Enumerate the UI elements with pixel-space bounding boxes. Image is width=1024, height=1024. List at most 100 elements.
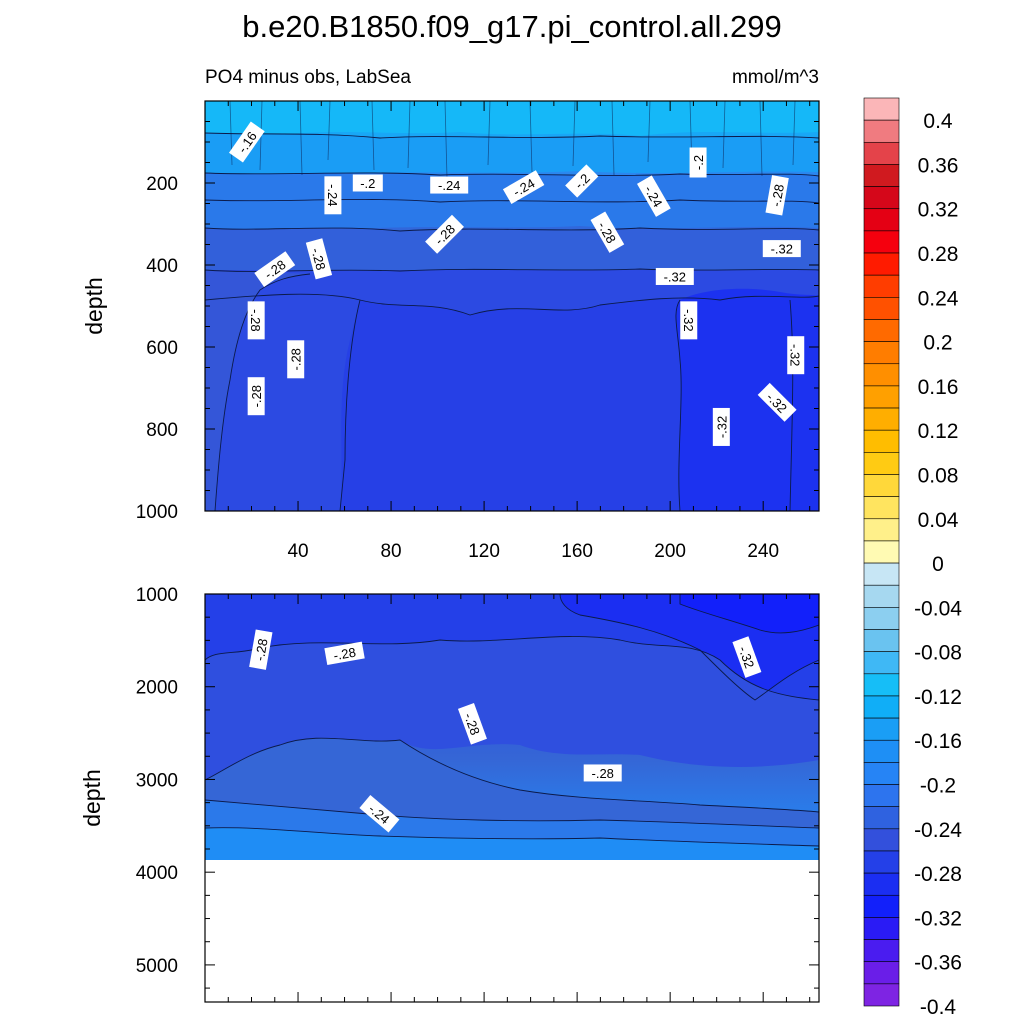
contour-label: -.32 [762, 240, 801, 258]
colorbar-tick-label: 0.24 [918, 287, 959, 310]
contour-label-text: -.2 [691, 155, 706, 170]
contour-label-text: -.32 [714, 416, 729, 438]
contour-label: -.32 [787, 336, 805, 375]
colorbar-box [863, 607, 900, 630]
colorbar-box [863, 208, 900, 232]
colorbar-box [863, 828, 900, 852]
contour-label: -.28 [457, 703, 487, 745]
colorbar-tick-label: -0.32 [914, 907, 962, 930]
colorbar-tick-label: -0.04 [914, 597, 962, 620]
colorbar-tick-label: 0.2 [923, 332, 952, 355]
colorbar-box [863, 629, 900, 652]
contour-label-text: -.32 [664, 269, 686, 284]
upper-y-axis-label: depth [81, 277, 107, 335]
colorbar-tick-label: 0.36 [918, 154, 959, 177]
lower-axis-ticks [205, 593, 819, 1002]
subtitle-units: mmol/m^3 [732, 67, 819, 88]
contour-label-box [680, 301, 698, 340]
contour-label-text: -.24 [438, 178, 460, 193]
colorbar-tick-label: -0.28 [914, 863, 962, 886]
colorbar-box [863, 717, 900, 741]
lower-contour-fill [205, 594, 819, 860]
colorbar-box [863, 119, 900, 143]
colorbar-box [863, 363, 900, 387]
colorbar-box [863, 186, 900, 210]
contour-label-box [249, 629, 273, 670]
contour-label: -.32 [732, 636, 762, 678]
colorbar-tick-label: 0.32 [918, 199, 959, 222]
upper-band-0.16 [205, 101, 819, 136]
contour-label-box [787, 336, 805, 375]
contour-label-box [762, 240, 801, 258]
contour-label-text: -.32 [736, 644, 758, 670]
colorbar-box [863, 584, 900, 608]
lower-y-tick-label: 3000 [136, 770, 178, 791]
contour-label: -.28 [324, 641, 365, 666]
colorbar-tick-label: 0.4 [923, 110, 953, 133]
lower-panel: -.28 -.28 -.32-.28-.28-.24 1000 2000 3000 … [79, 585, 820, 1003]
contour-label: -.28 [249, 629, 273, 670]
colorbar-tick-label: 0 [932, 553, 944, 576]
colorbar-tick-label: 0.08 [918, 464, 959, 487]
contour-label: -.2 [352, 174, 383, 192]
upper-band-0.34 [675, 288, 819, 511]
colorbar-tick-label: 0.04 [918, 509, 959, 532]
upper-contour-fill [205, 101, 819, 511]
colorbar-box [863, 894, 900, 918]
contour-label-box [502, 170, 545, 204]
contour-label-text: -.28 [768, 183, 787, 208]
contour-label-box [430, 176, 469, 194]
lower-y-tick-label: 4000 [136, 863, 178, 884]
upper-y-tick-label: 1000 [136, 502, 178, 523]
contour-label: -.2 [689, 147, 707, 178]
contour-label-text: -.28 [461, 711, 483, 737]
contour-label-text: -.28 [592, 766, 614, 781]
contour-label-box [352, 174, 383, 192]
contour-label: -.28 [305, 238, 333, 280]
colorbar-tick-label: 0.16 [918, 376, 959, 399]
colorbar-box [863, 739, 900, 763]
colorbar-box [863, 850, 900, 874]
colorbar-tick-labels: 0.4 0.36 0.32 0.28 0.24 0.2 0.16 0.12 0.… [914, 110, 962, 1019]
contour-label-box [757, 382, 797, 422]
lower-y-axis-label: depth [79, 769, 105, 827]
colorbar-box [863, 540, 900, 564]
upper-axis-ticks [205, 100, 819, 512]
contour-label-box [247, 301, 265, 340]
contour-label: -.28 [583, 764, 622, 782]
contour-label-box [359, 795, 400, 833]
upper-x-tick-label: 200 [654, 541, 686, 562]
contour-label-text: -.32 [771, 242, 793, 257]
colorbar-box [863, 297, 900, 320]
colorbar-tick-label: 0.28 [918, 243, 959, 266]
colorbar-box [863, 252, 900, 276]
upper-band-0.28 [205, 228, 819, 272]
colorbar-box [863, 496, 900, 520]
contour-label-box [287, 340, 305, 379]
contour-label-box [247, 377, 265, 416]
contour-label-box [583, 764, 622, 782]
upper-y-tick-label: 200 [146, 174, 178, 195]
colorbar-tick-label: -0.2 [920, 775, 956, 798]
contour-label-box [655, 267, 694, 285]
lower-no-data-region [205, 860, 819, 1002]
lower-y-tick-label: 2000 [136, 678, 178, 699]
lower-band-0.28 [205, 636, 819, 780]
colorbar-tick-label: -0.12 [914, 686, 962, 709]
colorbar-box [863, 673, 900, 697]
colorbar-box [863, 385, 900, 409]
contour-label-box [229, 121, 265, 163]
contour-label-text: -.28 [249, 385, 264, 407]
upper-x-tick-label: 160 [561, 541, 593, 562]
upper-x-tick-label: 80 [380, 541, 401, 562]
upper-surface-streaks [229, 101, 796, 179]
chart-title: b.e20.B1850.f09_g17.pi_control.all.299 [242, 9, 782, 44]
contour-label: -.32 [680, 301, 698, 340]
colorbar-tick-label: -0.4 [920, 996, 957, 1019]
colorbar-box [863, 141, 900, 165]
colorbar-box [863, 961, 900, 985]
colorbar-box [863, 274, 900, 298]
colorbar-box [863, 917, 900, 940]
contour-label-box [324, 641, 365, 666]
